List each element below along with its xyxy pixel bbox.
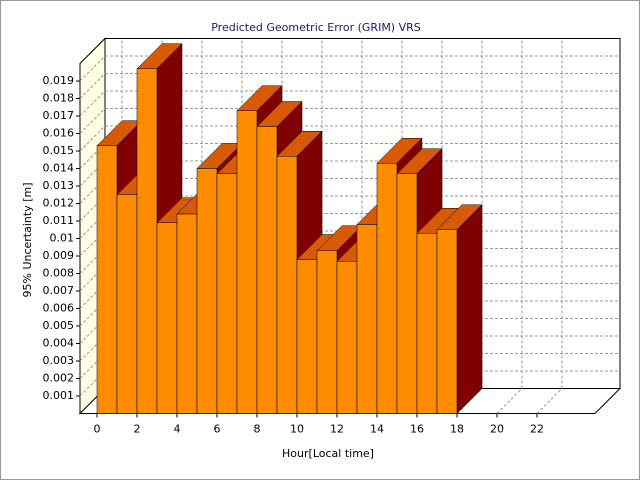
grid-line (79, 318, 106, 344)
x-tick-label: 4 (174, 423, 181, 436)
grid-line (79, 335, 106, 362)
grid-line (496, 388, 523, 414)
grid-line (79, 283, 106, 309)
y-tick-label: 0.009 (43, 249, 75, 262)
bar (316, 250, 338, 414)
bar (196, 168, 218, 414)
bar (156, 222, 178, 414)
bar (136, 68, 158, 414)
y-tick-label: 0.001 (43, 389, 75, 402)
grid-line (79, 248, 106, 274)
y-tick-label: 0.007 (43, 284, 75, 297)
x-tick-label: 18 (450, 423, 464, 436)
y-tick-label: 0.011 (43, 214, 75, 227)
grid-line (79, 300, 106, 327)
grid-line (79, 90, 106, 117)
x-tick-label: 12 (330, 423, 344, 436)
x-tick-label: 22 (530, 423, 544, 436)
grid-line (79, 55, 106, 82)
bar (336, 261, 358, 414)
bar (116, 194, 138, 414)
grid-line (79, 195, 106, 222)
bar (376, 163, 398, 414)
bar (416, 233, 438, 414)
bar (176, 213, 198, 414)
x-tick-label: 14 (370, 423, 384, 436)
bar (256, 126, 278, 414)
chart-title: Predicted Geometric Error (GRIM) VRS (211, 21, 421, 34)
grid-line (79, 370, 106, 397)
x-tick-label: 16 (410, 423, 424, 436)
grid-line (79, 265, 106, 292)
grid-line (79, 73, 106, 99)
y-tick-label: 0.01 (50, 232, 75, 245)
y-tick-label: 0.005 (43, 319, 75, 332)
y-tick-label: 0.013 (43, 179, 75, 192)
bar (276, 156, 298, 414)
y-tick-label: 0.017 (43, 109, 75, 122)
x-tick-label: 10 (290, 423, 304, 436)
grid-line (79, 143, 106, 169)
bar (236, 110, 258, 414)
x-axis-label: Hour[Local time] (282, 447, 374, 460)
bar (436, 229, 458, 414)
x-tick-label: 0 (94, 423, 101, 436)
grid-line (79, 178, 106, 204)
x-tick-label: 20 (490, 423, 504, 436)
y-tick-label: 0.002 (43, 372, 75, 385)
grid-line (79, 230, 106, 257)
grid-line (536, 388, 563, 414)
x-tick-label: 8 (254, 423, 261, 436)
y-tick-label: 0.019 (43, 74, 75, 87)
bar (356, 224, 378, 414)
bar-side (456, 204, 483, 415)
y-tick-label: 0.008 (43, 267, 75, 280)
grid-line (79, 108, 106, 134)
bar (296, 259, 318, 414)
x-tick-label: 6 (214, 423, 221, 436)
y-tick-label: 0.012 (43, 197, 75, 210)
y-tick-label: 0.003 (43, 354, 75, 367)
y-tick-label: 0.014 (43, 162, 75, 175)
x-tick-label: 2 (134, 423, 141, 436)
grid-line (79, 125, 106, 152)
y-tick-label: 0.016 (43, 127, 75, 140)
grid-line (79, 160, 106, 187)
grid-line (79, 353, 106, 379)
bar (96, 145, 118, 414)
bar (216, 173, 238, 414)
y-axis-label: 95% Uncertainty [m] (21, 182, 34, 297)
y-tick-label: 0.006 (43, 302, 75, 315)
y-tick-label: 0.015 (43, 144, 75, 157)
y-tick-label: 0.004 (43, 337, 75, 350)
bar (396, 173, 418, 414)
grid-line (79, 213, 106, 239)
y-tick-label: 0.018 (43, 92, 75, 105)
